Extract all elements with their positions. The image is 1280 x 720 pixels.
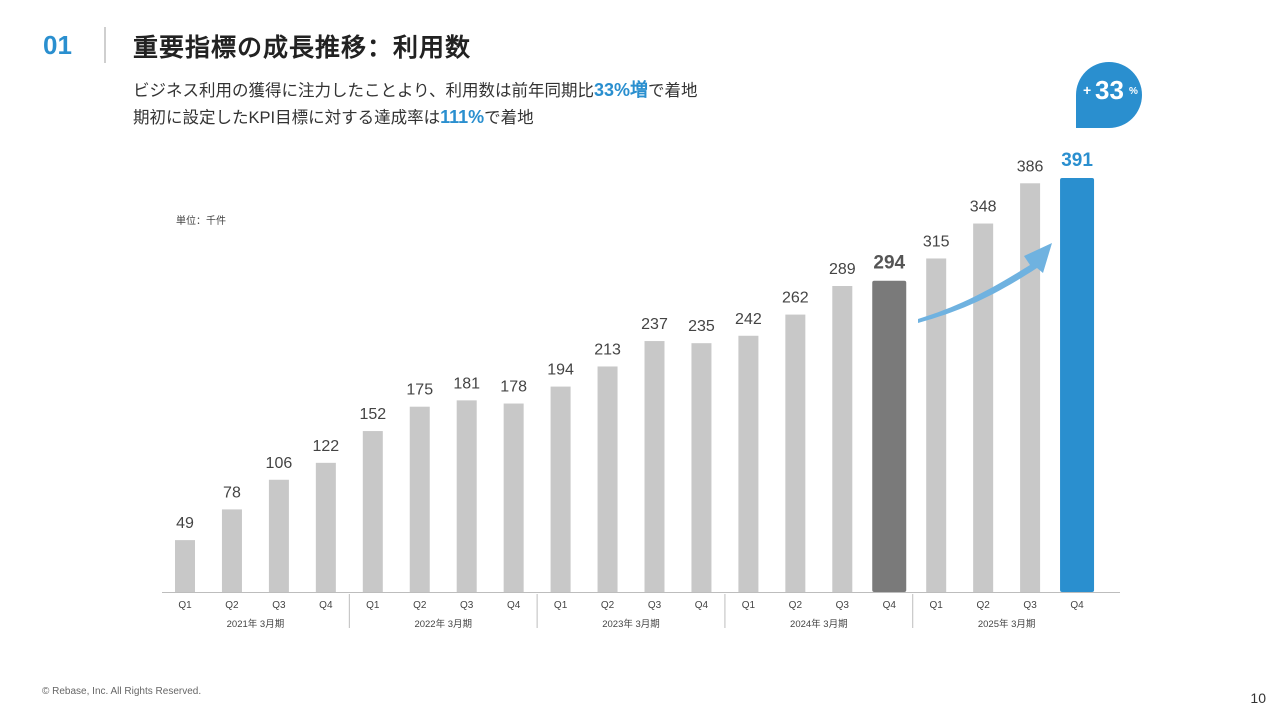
badge-plus: + bbox=[1083, 82, 1092, 98]
value-label-12: 242 bbox=[735, 311, 762, 328]
bar-19 bbox=[1060, 178, 1095, 592]
tick-label-6: Q3 bbox=[460, 600, 474, 611]
bar-4 bbox=[362, 431, 383, 592]
title-divider bbox=[104, 27, 106, 63]
badge-unit: % bbox=[1129, 86, 1138, 97]
page-title: 重要指標の成長推移：利用数 bbox=[133, 34, 472, 62]
subtitle-line-2-text-pre: 期初に設定したKPI目標に対する達成率は bbox=[133, 109, 441, 127]
growth-arrow bbox=[918, 243, 1052, 323]
bar-11 bbox=[691, 343, 712, 592]
group-label-1: 2022年 3月期 bbox=[414, 618, 472, 630]
value-label-1: 78 bbox=[223, 484, 241, 501]
subtitle-line-2: 期初に設定したKPI目標に対する達成率は111%で着地 bbox=[133, 104, 534, 128]
tick-label-12: Q1 bbox=[742, 600, 756, 611]
subtitle-line-2-text-post: で着地 bbox=[484, 109, 534, 127]
tick-label-5: Q2 bbox=[413, 600, 427, 611]
value-label-15: 294 bbox=[873, 253, 905, 274]
group-label-4: 2025年 3月期 bbox=[978, 618, 1036, 630]
group-label-2: 2023年 3月期 bbox=[602, 618, 660, 630]
tick-label-19: Q4 bbox=[1070, 600, 1084, 611]
bar-0 bbox=[175, 540, 195, 592]
bar-12 bbox=[738, 335, 759, 592]
tick-label-4: Q1 bbox=[366, 600, 380, 611]
bar-18 bbox=[1020, 183, 1041, 592]
group-label-0: 2021年 3月期 bbox=[227, 618, 285, 630]
x-axis-group: Q1 Q2 Q3 Q4 Q1 Q2 Q3 Q4 Q1 Q2 Q3 Q4 Q1 Q2 Q3 Q4 Q1 Q2 Q3 Q4… bbox=[162, 592, 1120, 630]
tick-label-0: Q1 bbox=[178, 600, 192, 611]
slide-number: 01 bbox=[43, 30, 72, 60]
value-label-13: 262 bbox=[782, 290, 809, 307]
value-label-9: 213 bbox=[594, 341, 621, 358]
subtitle-line-2-highlight: 111% bbox=[440, 107, 485, 127]
badge-value: 33 bbox=[1095, 75, 1124, 105]
bar-8 bbox=[550, 386, 571, 592]
subtitle-line-1-highlight: 33%増 bbox=[594, 80, 649, 100]
value-label-5: 175 bbox=[406, 382, 433, 399]
tick-label-10: Q3 bbox=[648, 600, 662, 611]
tick-label-16: Q1 bbox=[930, 600, 944, 611]
tick-label-14: Q3 bbox=[836, 600, 850, 611]
value-label-11: 235 bbox=[688, 318, 715, 335]
tick-label-18: Q3 bbox=[1023, 600, 1037, 611]
bar-2 bbox=[268, 479, 289, 592]
page-number: 10 bbox=[1250, 690, 1266, 706]
tick-label-15: Q4 bbox=[883, 600, 897, 611]
value-label-6: 181 bbox=[453, 375, 480, 392]
value-label-2: 106 bbox=[266, 455, 293, 472]
subtitle-line-1-text-pre: ビジネス利用の獲得に注力したことより、利用数は前年同期比 bbox=[133, 82, 595, 100]
growth-badge: + 33 % bbox=[1076, 62, 1142, 128]
unit-label: 単位：千件 bbox=[176, 216, 226, 227]
tick-label-2: Q3 bbox=[272, 600, 286, 611]
value-label-3: 122 bbox=[312, 438, 339, 455]
bar-14 bbox=[832, 286, 853, 592]
subtitle-line-1-text-post: で着地 bbox=[648, 82, 698, 100]
bar-16 bbox=[926, 258, 947, 592]
value-label-4: 152 bbox=[359, 406, 386, 423]
copyright: © Rebase, Inc. All Rights Reserved. bbox=[42, 686, 202, 697]
bar-9 bbox=[597, 366, 618, 592]
value-labels-group: 49 78 106 122 152 175 181 178 194 213 237 235 242 262… bbox=[176, 150, 1093, 532]
tick-label-7: Q4 bbox=[507, 600, 521, 611]
tick-label-17: Q2 bbox=[976, 600, 990, 611]
tick-label-8: Q1 bbox=[554, 600, 568, 611]
value-label-17: 348 bbox=[970, 199, 997, 216]
bar-7 bbox=[503, 403, 524, 592]
group-label-3: 2024年 3月期 bbox=[790, 618, 848, 630]
value-label-0: 49 bbox=[176, 515, 194, 532]
bars-group bbox=[175, 178, 1095, 592]
tick-label-11: Q4 bbox=[695, 600, 709, 611]
bar-6 bbox=[456, 400, 477, 592]
value-label-8: 194 bbox=[547, 362, 574, 379]
bar-13 bbox=[785, 314, 806, 592]
bar-5 bbox=[409, 406, 430, 592]
tick-label-1: Q2 bbox=[225, 600, 239, 611]
value-label-14: 289 bbox=[829, 261, 856, 278]
bar-17 bbox=[973, 223, 994, 592]
value-label-16: 315 bbox=[923, 233, 950, 250]
bar-10 bbox=[644, 341, 665, 592]
value-label-10: 237 bbox=[641, 316, 668, 333]
tick-label-3: Q4 bbox=[319, 600, 333, 611]
value-label-7: 178 bbox=[500, 379, 527, 396]
tick-label-9: Q2 bbox=[601, 600, 615, 611]
value-label-18: 386 bbox=[1017, 158, 1044, 175]
subtitle-line-1: ビジネス利用の獲得に注力したことより、利用数は前年同期比33%増で着地 bbox=[133, 76, 698, 102]
bar-1 bbox=[221, 509, 242, 592]
value-label-19: 391 bbox=[1061, 150, 1093, 171]
tick-label-13: Q2 bbox=[789, 600, 803, 611]
bar-3 bbox=[315, 462, 336, 592]
bar-15 bbox=[872, 280, 907, 592]
